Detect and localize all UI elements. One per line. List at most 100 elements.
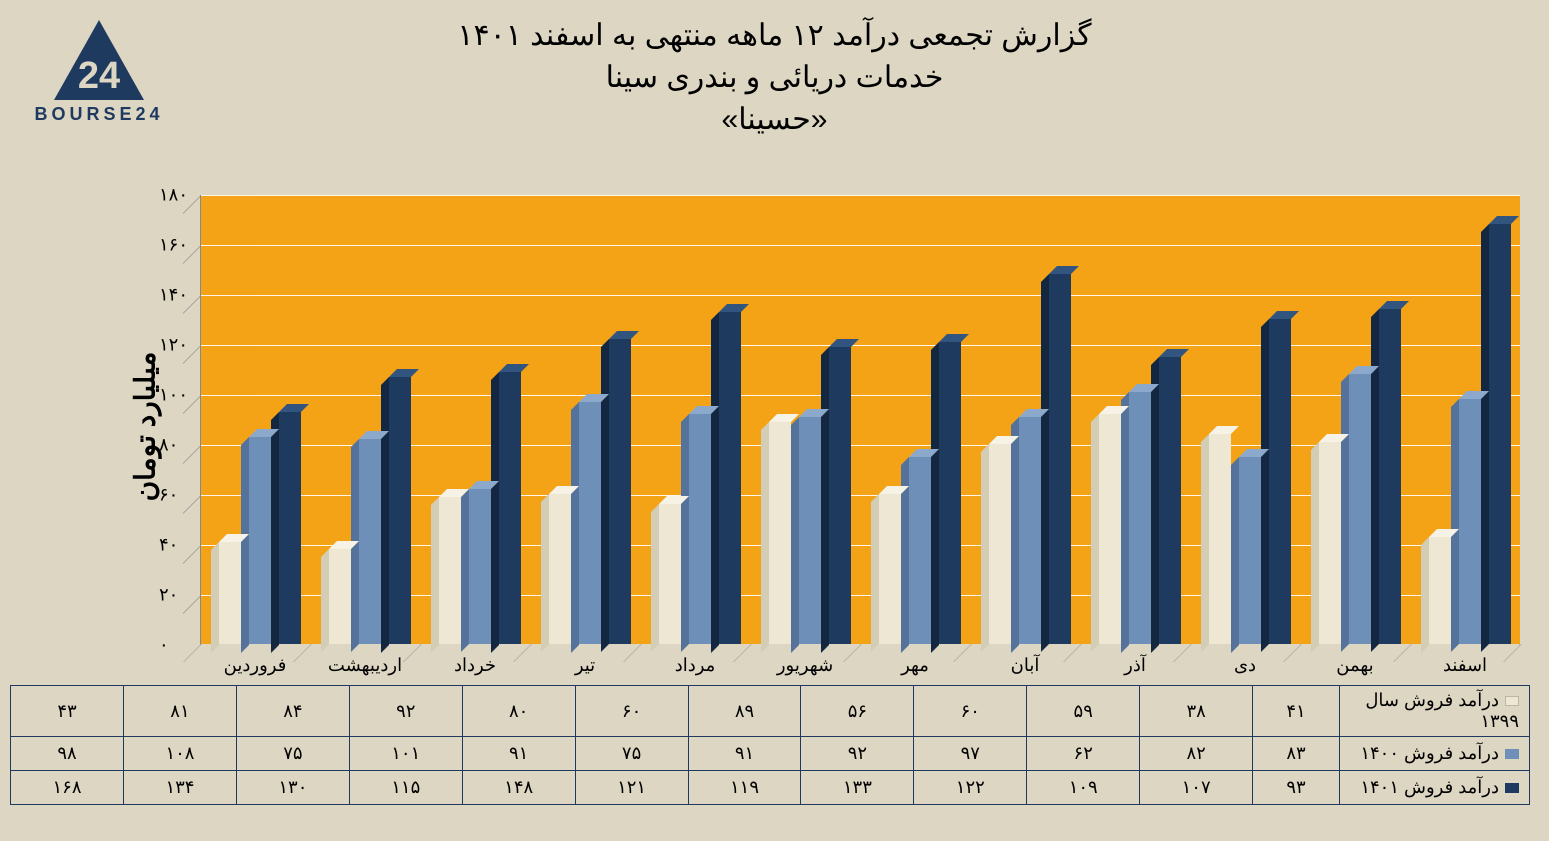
table-cell: ۵۶ <box>801 686 914 737</box>
table-cell: ۸۱ <box>124 686 237 737</box>
table-cell: ۶۰ <box>914 686 1027 737</box>
bar <box>249 437 271 645</box>
table-cell: ۱۳۰ <box>236 771 349 805</box>
x-tick-label: شهریور <box>750 655 860 676</box>
bar <box>609 339 631 644</box>
bar <box>1269 319 1291 644</box>
row-header: درآمد فروش ۱۴۰۱ <box>1340 771 1530 805</box>
x-tick-label: بهمن <box>1300 655 1410 676</box>
table-cell: ۴۱ <box>1253 686 1340 737</box>
x-tick-label: آذر <box>1080 655 1190 676</box>
legend-swatch <box>1505 749 1519 759</box>
table-cell: ۸۴ <box>236 686 349 737</box>
bar <box>909 457 931 645</box>
gridline <box>201 195 1520 196</box>
x-tick-label: اردیبهشت <box>310 655 420 676</box>
bar <box>1319 442 1341 645</box>
x-tick-label: مرداد <box>640 655 750 676</box>
table-cell: ۹۱ <box>462 737 575 771</box>
bar <box>769 422 791 645</box>
x-tick-label: خرداد <box>420 655 530 676</box>
title-line-2: خدمات دریائی و بندری سینا <box>0 57 1549 99</box>
table-cell: ۹۲ <box>801 737 914 771</box>
row-header: درآمد فروش ۱۴۰۰ <box>1340 737 1530 771</box>
table-cell: ۱۲۲ <box>914 771 1027 805</box>
bar <box>939 342 961 645</box>
x-tick-label: آبان <box>970 655 1080 676</box>
table-cell: ۶۰ <box>575 686 688 737</box>
table-cell: ۱۰۸ <box>124 737 237 771</box>
legend-swatch <box>1505 696 1519 706</box>
table-cell: ۱۰۱ <box>349 737 462 771</box>
bar <box>689 414 711 644</box>
bar <box>1489 224 1511 644</box>
table-cell: ۹۳ <box>1253 771 1340 805</box>
table-cell: ۷۵ <box>575 737 688 771</box>
table-cell: ۱۴۸ <box>462 771 575 805</box>
title-line-3: «حسینا» <box>0 99 1549 141</box>
x-tick-label: فروردین <box>200 655 310 676</box>
bar <box>989 444 1011 644</box>
bar <box>1429 537 1451 645</box>
bar <box>389 377 411 645</box>
table-row: درآمد فروش سال ۱۳۹۹۴۱۳۸۵۹۶۰۵۶۸۹۶۰۸۰۹۲۸۴۸… <box>11 686 1530 737</box>
x-tick-label: دی <box>1190 655 1300 676</box>
bar <box>1239 457 1261 645</box>
series-name: درآمد فروش سال ۱۳۹۹ <box>1365 690 1519 731</box>
bar <box>549 494 571 644</box>
table-cell: ۸۳ <box>1253 737 1340 771</box>
bar <box>1349 374 1371 644</box>
table-cell: ۹۲ <box>349 686 462 737</box>
bar <box>879 494 901 644</box>
x-tick-label: مهر <box>860 655 970 676</box>
legend-swatch <box>1505 783 1519 793</box>
table-cell: ۹۸ <box>11 737 124 771</box>
bar <box>829 347 851 645</box>
bar <box>1099 414 1121 644</box>
table-cell: ۱۳۴ <box>124 771 237 805</box>
bar <box>1049 274 1071 644</box>
table-cell: ۹۱ <box>688 737 801 771</box>
table-cell: ۸۹ <box>688 686 801 737</box>
bar <box>579 402 601 645</box>
chart-title: گزارش تجمعی درآمد ۱۲ ماهه منتهی به اسفند… <box>0 15 1549 141</box>
bar <box>1459 399 1481 644</box>
bar <box>1019 417 1041 645</box>
series-name: درآمد فروش ۱۴۰۰ <box>1360 743 1499 763</box>
bar <box>329 549 351 644</box>
table-cell: ۸۰ <box>462 686 575 737</box>
data-table: درآمد فروش سال ۱۳۹۹۴۱۳۸۵۹۶۰۵۶۸۹۶۰۸۰۹۲۸۴۸… <box>10 685 1530 805</box>
bar <box>469 489 491 644</box>
y-axis-label: میلیارد تومان <box>128 352 161 502</box>
series-name: درآمد فروش ۱۴۰۱ <box>1360 777 1499 797</box>
bar <box>719 312 741 645</box>
table-cell: ۱۰۹ <box>1027 771 1140 805</box>
title-line-1: گزارش تجمعی درآمد ۱۲ ماهه منتهی به اسفند… <box>0 15 1549 57</box>
bar <box>659 504 681 644</box>
table-cell: ۹۷ <box>914 737 1027 771</box>
x-tick-label: تیر <box>530 655 640 676</box>
gridline <box>201 295 1520 296</box>
table-cell: ۱۳۳ <box>801 771 914 805</box>
bar <box>1379 309 1401 644</box>
bar <box>1209 434 1231 644</box>
table-row: درآمد فروش ۱۴۰۰۸۳۸۲۶۲۹۷۹۲۹۱۷۵۹۱۱۰۱۷۵۱۰۸۹… <box>11 737 1530 771</box>
table-cell: ۱۲۱ <box>575 771 688 805</box>
table-cell: ۵۹ <box>1027 686 1140 737</box>
bar <box>1159 357 1181 645</box>
bar <box>359 439 381 644</box>
table-cell: ۱۶۸ <box>11 771 124 805</box>
chart-plot-area <box>200 195 1520 645</box>
table-cell: ۴۳ <box>11 686 124 737</box>
table-cell: ۳۸ <box>1140 686 1253 737</box>
gridline <box>201 245 1520 246</box>
bar <box>439 497 461 645</box>
table-cell: ۸۲ <box>1140 737 1253 771</box>
row-header: درآمد فروش سال ۱۳۹۹ <box>1340 686 1530 737</box>
table-cell: ۶۲ <box>1027 737 1140 771</box>
gridline <box>201 345 1520 346</box>
bar <box>279 412 301 645</box>
table-cell: ۷۵ <box>236 737 349 771</box>
bar <box>499 372 521 645</box>
bar <box>799 417 821 645</box>
